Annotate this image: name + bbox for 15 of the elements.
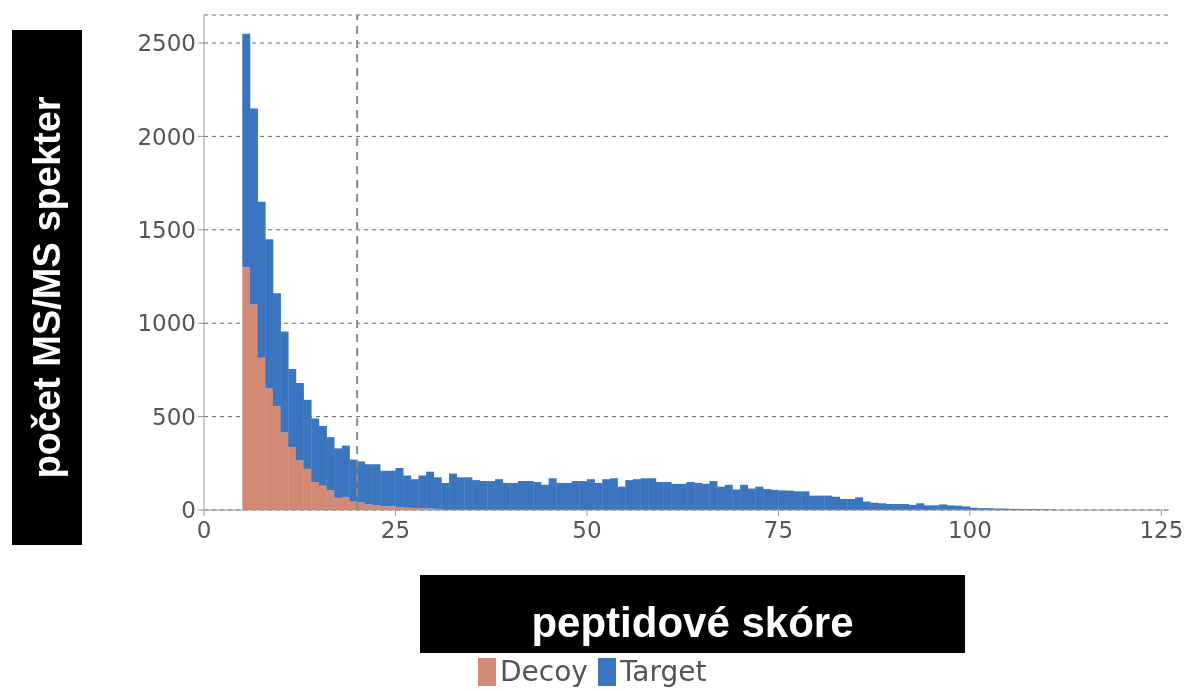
y-tick-label: 2000 — [137, 123, 196, 150]
legend-label: Decoy — [500, 655, 588, 688]
legend-label: Target — [619, 655, 707, 688]
y-tick-label: 500 — [152, 403, 196, 430]
x-axis-title: peptidové skóre — [531, 598, 854, 647]
y-tick-label: 0 — [181, 497, 196, 524]
x-tick-label: 50 — [572, 517, 602, 544]
y-tick-label: 1500 — [137, 216, 196, 243]
y-axis-title: počet MS/MS spekter — [25, 96, 69, 479]
y-tick-label: 2500 — [137, 30, 196, 57]
x-tick-label: 75 — [763, 517, 794, 544]
x-tick-label: 125 — [1139, 517, 1184, 544]
y-tick-label: 1000 — [137, 310, 196, 337]
x-tick-label: 25 — [380, 517, 411, 544]
x-tick-label: 100 — [947, 517, 992, 544]
